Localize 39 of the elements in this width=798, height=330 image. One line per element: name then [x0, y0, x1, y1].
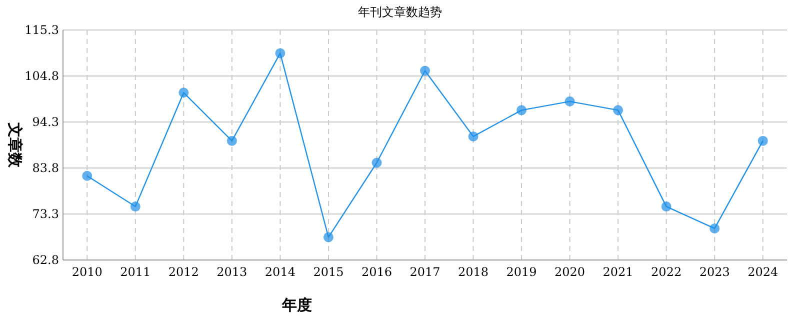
chart-title: 年刊文章数趋势 [358, 5, 442, 19]
x-axis-title: 年度 [281, 296, 312, 314]
x-tick-label: 2013 [216, 265, 248, 279]
x-tick-label: 2014 [264, 265, 296, 279]
point [516, 105, 527, 116]
point [613, 105, 624, 116]
point [758, 136, 768, 146]
x-tick-label: 2015 [313, 265, 344, 279]
point [226, 136, 237, 146]
point [372, 158, 382, 168]
x-tick-label: 2024 [748, 265, 778, 279]
point [420, 66, 430, 76]
x-tick-label: 2017 [410, 265, 440, 279]
x-tick-label: 2022 [651, 265, 682, 279]
y-tick-label: 73.3 [32, 207, 59, 222]
y-tick-label: 104.8 [24, 69, 59, 84]
x-tick-label: 2020 [554, 265, 586, 279]
x-tick-label: 2016 [361, 265, 392, 279]
y-axis-title: 文章数 [6, 122, 24, 168]
point [275, 48, 286, 58]
x-tick-label: 2019 [506, 265, 537, 279]
point [82, 170, 92, 181]
x-tick-label: 2023 [699, 265, 730, 279]
y-tick-label: 62.8 [32, 253, 59, 268]
point [564, 96, 575, 106]
point [178, 88, 189, 98]
y-tick-label: 94.3 [32, 115, 59, 130]
x-tick-label: 2021 [602, 265, 634, 279]
point [661, 202, 672, 212]
y-tick-label: 115.3 [24, 23, 59, 38]
x-tick-label: 2018 [458, 265, 489, 279]
x-tick-label: 2010 [72, 265, 102, 279]
x-tick-label: 2012 [168, 265, 199, 279]
point [468, 131, 478, 142]
point [323, 232, 334, 242]
point [710, 223, 720, 234]
x-tick-label: 2011 [120, 265, 151, 279]
y-tick-label: 83.8 [32, 161, 59, 176]
point [130, 202, 140, 212]
